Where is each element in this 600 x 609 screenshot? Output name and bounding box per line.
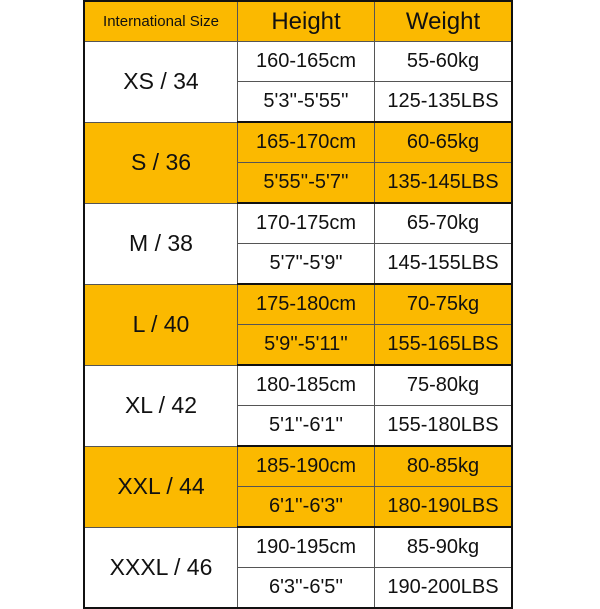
- height-cell: 6'3''-6'5'': [237, 567, 375, 609]
- height-cell: 165-170cm: [237, 121, 375, 163]
- weight-cell: 70-75kg: [374, 283, 513, 325]
- height-cell: 5'55''-5'7'': [237, 162, 375, 204]
- size-cell: S / 36: [83, 121, 238, 204]
- weight-cell: 80-85kg: [374, 445, 513, 487]
- size-row: 6'1''-6'3'' 180-190LBS: [84, 486, 513, 528]
- header-cell: Height: [237, 0, 375, 42]
- weight-cell: 55-60kg: [374, 41, 513, 82]
- size-row: XL / 42 180-185cm 75-80kg: [83, 364, 513, 447]
- weight-cell: 65-70kg: [374, 202, 513, 244]
- height-cell: 175-180cm: [237, 283, 375, 325]
- weight-cell: 190-200LBS: [374, 567, 513, 609]
- header-row: International Size Height Weight: [83, 0, 513, 42]
- header-cell: Weight: [374, 0, 513, 42]
- weight-cell: 75-80kg: [374, 364, 513, 406]
- height-cell: 5'1''-6'1'': [237, 405, 375, 447]
- table-body: XS / 34 160-165cm 55-60kg 5'3''-5'55'' 125-1…: [83, 41, 513, 609]
- weight-cell: 155-180LBS: [374, 405, 513, 447]
- size-row: L / 40 175-180cm 70-75kg: [83, 283, 513, 366]
- weight-cell: 180-190LBS: [374, 486, 513, 528]
- size-cell: L / 40: [83, 283, 238, 366]
- size-cell: XL / 42: [83, 364, 238, 447]
- weight-cell: 125-135LBS: [374, 81, 513, 123]
- size-row: 5'1''-6'1'' 155-180LBS: [84, 405, 513, 447]
- header-cell: International Size: [83, 0, 238, 42]
- size-table: International Size Height Weight XS / 34…: [83, 0, 513, 609]
- weight-cell: 155-165LBS: [374, 324, 513, 366]
- size-row: 5'9''-5'11'' 155-165LBS: [84, 324, 513, 366]
- height-cell: 5'9''-5'11'': [237, 324, 375, 366]
- height-cell: 160-165cm: [237, 41, 375, 82]
- size-row: 5'7"-5'9" 145-155LBS: [84, 243, 513, 285]
- height-cell: 6'1''-6'3'': [237, 486, 375, 528]
- height-cell: 5'3''-5'55'': [237, 81, 375, 123]
- size-cell: XXXL / 46: [83, 526, 238, 609]
- size-row: 5'3''-5'55'' 125-135LBS: [84, 81, 513, 123]
- size-row: S / 36 165-170cm 60-65kg: [83, 121, 513, 204]
- size-cell: XXL / 44: [83, 445, 238, 528]
- weight-cell: 145-155LBS: [374, 243, 513, 285]
- size-row: M / 38 170-175cm 65-70kg: [83, 202, 513, 285]
- size-cell: M / 38: [83, 202, 238, 285]
- weight-cell: 135-145LBS: [374, 162, 513, 204]
- weight-cell: 60-65kg: [374, 121, 513, 163]
- size-cell: XS / 34: [83, 41, 238, 123]
- height-cell: 180-185cm: [237, 364, 375, 406]
- height-cell: 5'7"-5'9": [237, 243, 375, 285]
- size-row: XXXL / 46 190-195cm 85-90kg: [83, 526, 513, 609]
- size-row: XS / 34 160-165cm 55-60kg: [83, 41, 513, 123]
- height-cell: 170-175cm: [237, 202, 375, 244]
- size-row: XXL / 44 185-190cm 80-85kg: [83, 445, 513, 528]
- weight-cell: 85-90kg: [374, 526, 513, 568]
- height-cell: 185-190cm: [237, 445, 375, 487]
- height-cell: 190-195cm: [237, 526, 375, 568]
- size-row: 5'55''-5'7'' 135-145LBS: [84, 162, 513, 204]
